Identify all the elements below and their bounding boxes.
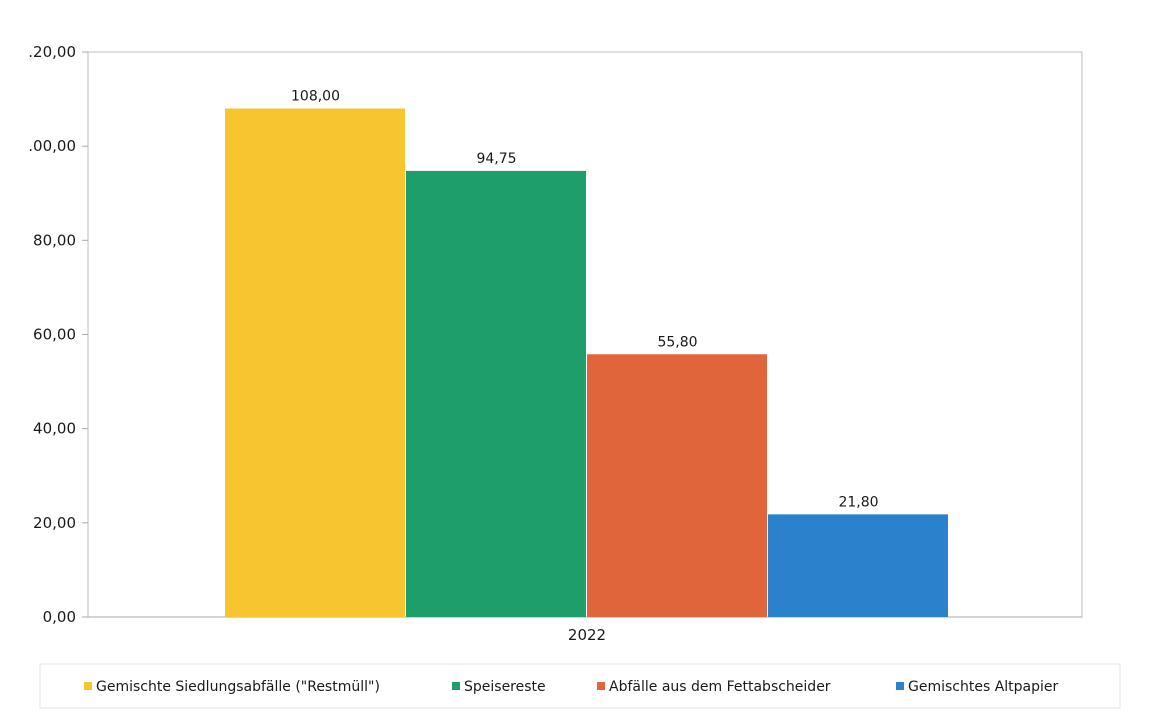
y-tick-label: 80,00 (33, 231, 76, 249)
legend-label: Gemischte Siedlungsabfälle ("Restmüll") (96, 679, 380, 695)
legend: Gemischte Siedlungsabfälle ("Restmüll") S… (39, 663, 1121, 709)
bar (225, 108, 405, 617)
y-tick-label: .20,00 (28, 43, 76, 61)
x-axis: 2022 (88, 616, 1082, 644)
data-labels: 108,00 94,75 55,80 21,80 (291, 89, 879, 511)
y-tick-label: 0,00 (43, 608, 76, 626)
bar (587, 354, 767, 617)
bar-value-label: 21,80 (838, 494, 878, 510)
bar (768, 514, 948, 617)
legend-box (39, 663, 1121, 709)
x-tick-label: 2022 (568, 626, 606, 644)
bar-value-label: 55,80 (657, 334, 697, 350)
legend-label: Speisereste (464, 679, 546, 695)
legend-swatch (597, 682, 605, 690)
legend-item: Speisereste (452, 679, 546, 695)
legend-label: Gemischtes Altpapier (908, 679, 1059, 695)
y-tick-label: .00,00 (28, 137, 76, 155)
legend-item: Abfälle aus dem Fettabscheider (597, 679, 831, 695)
legend-item: Gemischte Siedlungsabfälle ("Restmüll") (84, 679, 380, 695)
legend-swatch (452, 682, 460, 690)
legend-item: Gemischtes Altpapier (896, 679, 1059, 695)
legend-label: Abfälle aus dem Fettabscheider (609, 679, 831, 695)
y-tick-label: 60,00 (33, 326, 76, 344)
y-tick-label: 20,00 (33, 514, 76, 532)
legend-swatch (896, 682, 904, 690)
bar-value-label: 94,75 (476, 151, 516, 167)
bar (406, 170, 586, 617)
legend-swatch (84, 682, 92, 690)
bars (225, 108, 948, 617)
y-tick-label: 40,00 (33, 420, 76, 438)
bar-value-label: 108,00 (291, 89, 340, 105)
y-axis: 0,00 20,00 40,00 60,00 80,00 .00,00 .20,00 (28, 43, 88, 626)
